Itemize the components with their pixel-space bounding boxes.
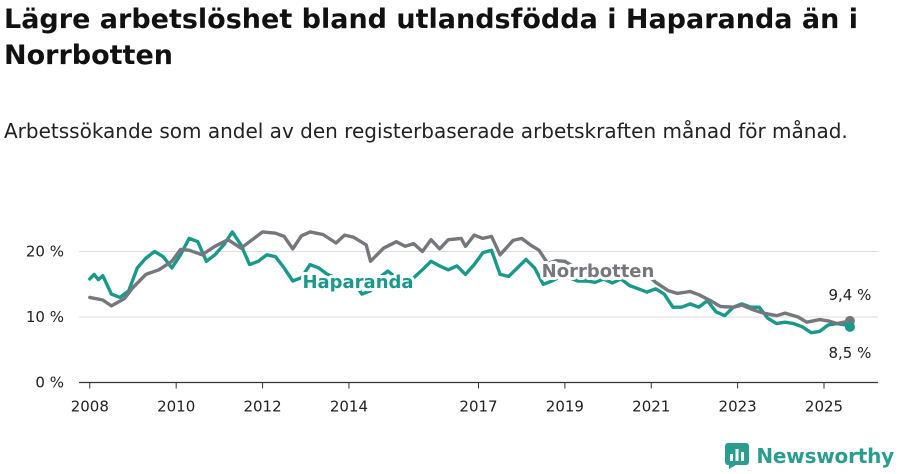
- x-tick-label: 2017: [459, 398, 497, 416]
- x-tick-label: 2019: [546, 398, 584, 416]
- x-tick-label: 2010: [157, 398, 195, 416]
- chart-title: Lägre arbetslöshet bland utlandsfödda i …: [4, 4, 859, 71]
- series-label-halo: Haparanda: [302, 272, 413, 293]
- x-tick-label: 2012: [243, 398, 281, 416]
- y-tick-label: 20 %: [26, 243, 64, 261]
- brand-name: Newsworthy: [756, 444, 894, 468]
- x-tick-label: 2025: [805, 398, 843, 416]
- x-tick-label: 2023: [719, 398, 757, 416]
- end-point-haparanda: [844, 321, 855, 332]
- series-line-norrbotten: [88, 230, 852, 326]
- chart-subtitle: Arbetssökande som andel av den registerb…: [4, 119, 848, 143]
- y-tick-label: 0 %: [35, 374, 64, 392]
- end-label-haparanda: 8,5 %: [828, 344, 871, 362]
- y-tick-label: 10 %: [26, 308, 64, 326]
- x-tick-label: 2021: [632, 398, 670, 416]
- series-line-haparanda: [88, 230, 852, 335]
- x-tick-label: 2008: [71, 398, 109, 416]
- series-label-halo: Norrbotten: [542, 261, 655, 282]
- series-label-norrbotten: Norrbotten: [542, 261, 655, 282]
- newsworthy-logo-icon: [725, 443, 750, 469]
- brand-logo: Newsworthy: [725, 443, 894, 469]
- series-label-haparanda: Haparanda: [302, 272, 413, 293]
- x-tick-label: 2014: [330, 398, 368, 416]
- end-label-norrbotten: 9,4 %: [828, 286, 871, 304]
